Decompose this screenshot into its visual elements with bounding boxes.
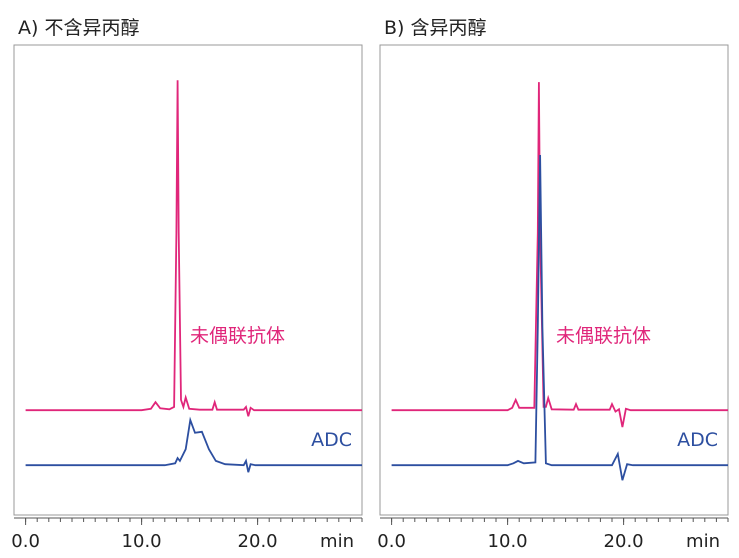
x-axis-label: min <box>320 531 354 552</box>
trace-line <box>391 154 728 481</box>
x-tick-label: 10.0 <box>122 531 162 552</box>
plot-frame <box>379 44 729 516</box>
chart-title: B) 含异丙醇 <box>384 17 487 39</box>
plot-frame <box>13 44 363 516</box>
x-tick-label: 20.0 <box>238 531 278 552</box>
series-label: ADC <box>311 429 352 451</box>
x-tick-label: 10.0 <box>488 531 528 552</box>
series-label: 未偶联抗体 <box>190 325 285 347</box>
x-tick-label: 0.0 <box>11 531 40 552</box>
chart-title: A) 不含异丙醇 <box>18 17 139 39</box>
x-tick-label: 0.0 <box>377 531 406 552</box>
x-tick-label: 20.0 <box>604 531 644 552</box>
series-label: 未偶联抗体 <box>556 325 651 347</box>
x-axis-label: min <box>686 531 720 552</box>
trace-line <box>25 80 362 417</box>
trace-line <box>391 82 728 428</box>
trace-line <box>25 416 362 473</box>
series-label: ADC <box>677 429 718 451</box>
